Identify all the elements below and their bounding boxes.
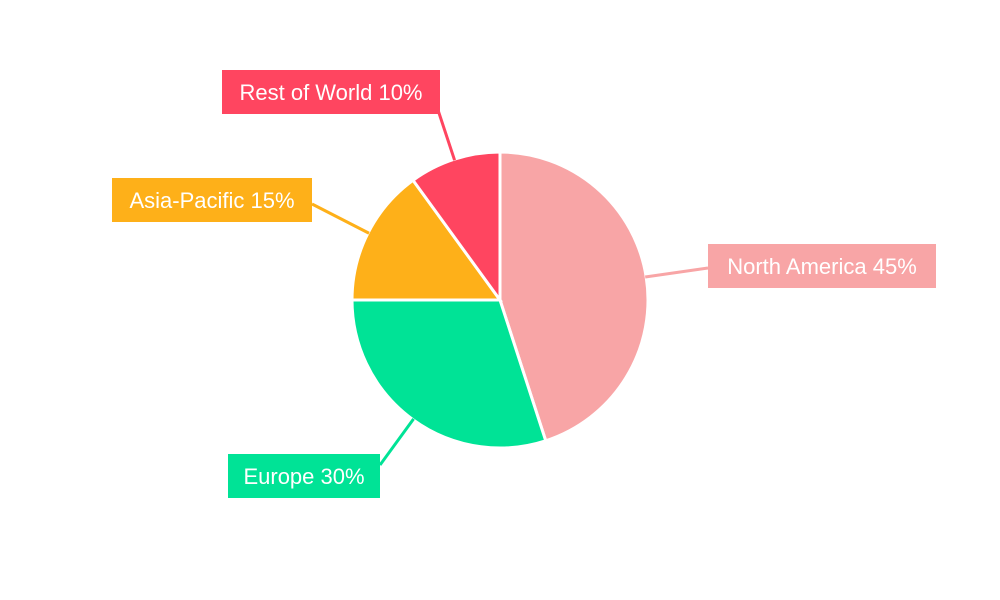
leader-line	[311, 202, 370, 235]
leader-line	[436, 109, 456, 161]
data-label-box	[112, 178, 312, 222]
data-label: Rest of World 10%	[239, 80, 422, 105]
leader-line	[644, 266, 709, 279]
leader-line	[378, 418, 415, 466]
data-label-box	[228, 454, 380, 498]
data-label-box	[708, 244, 936, 288]
data-label: North America 45%	[727, 254, 917, 279]
data-label: Europe 30%	[243, 464, 364, 489]
data-label: Asia-Pacific 15%	[129, 188, 294, 213]
data-label-box	[222, 70, 440, 114]
